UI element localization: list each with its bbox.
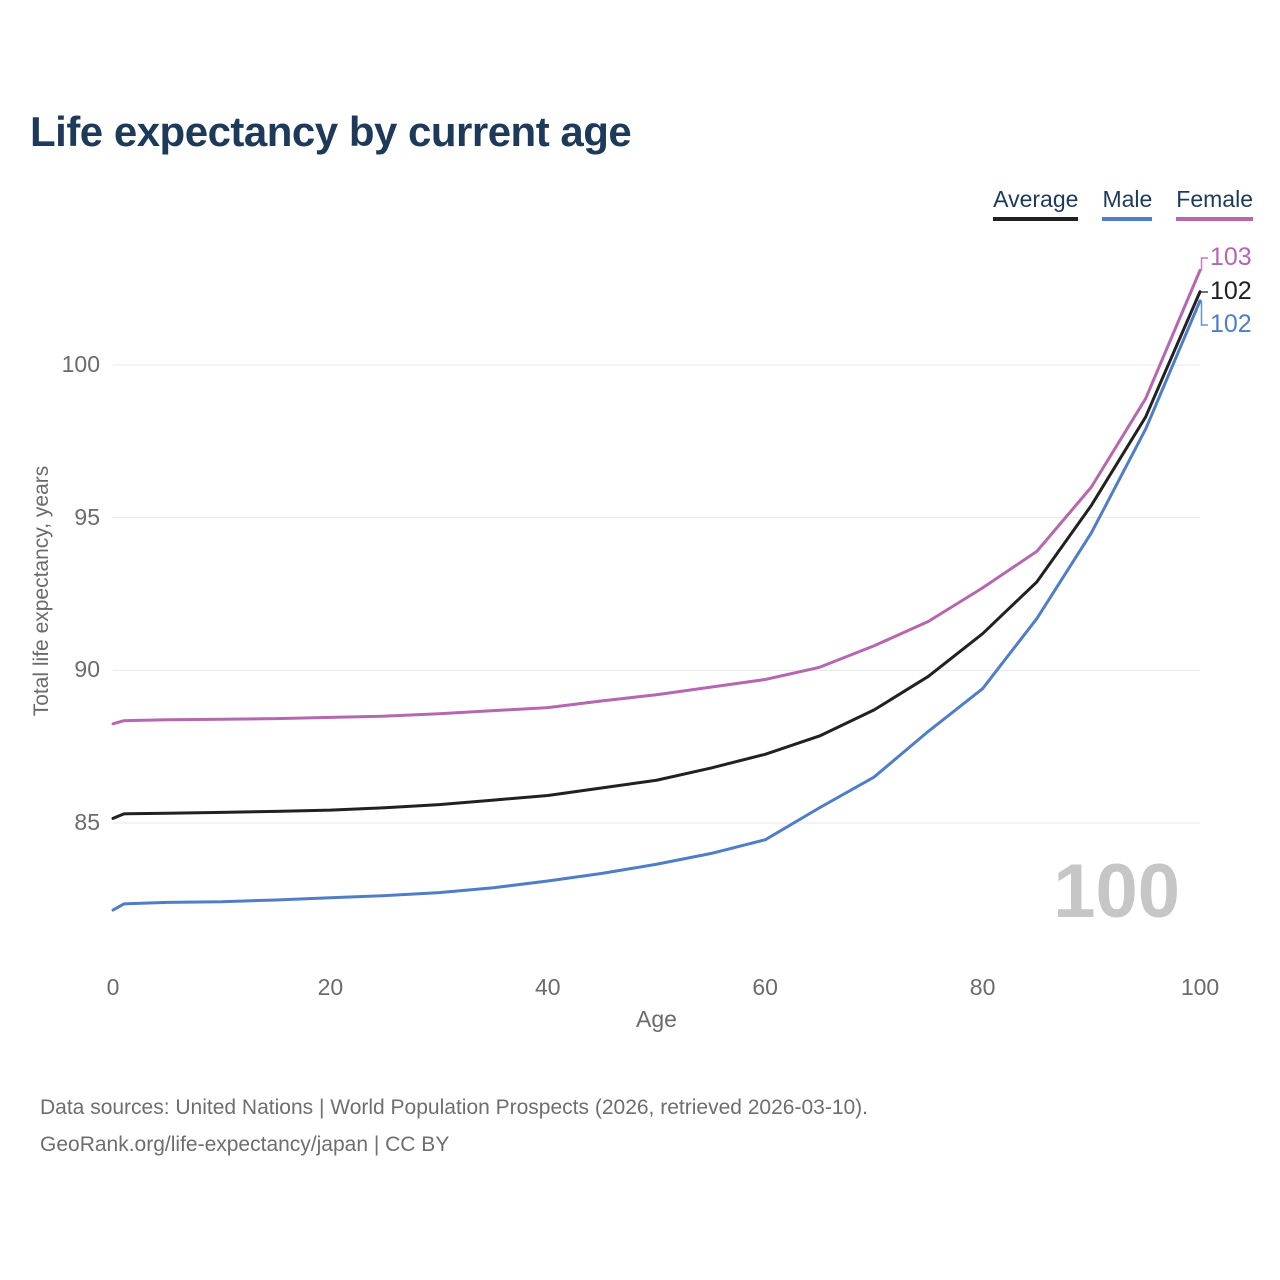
y-tick-label: 100 bbox=[61, 351, 100, 377]
legend-label: Male bbox=[1102, 186, 1153, 212]
end-label-connector-male bbox=[1200, 300, 1208, 326]
end-label-female: 103 bbox=[1210, 243, 1252, 271]
legend-underline-swatch bbox=[1102, 217, 1153, 221]
x-tick-label: 80 bbox=[969, 974, 996, 1000]
series-line-average[interactable] bbox=[111, 290, 1202, 820]
legend-underline-swatch bbox=[1176, 217, 1253, 221]
footer: Data sources: United Nations | World Pop… bbox=[40, 1090, 868, 1164]
chart-title: Life expectancy by current age bbox=[30, 108, 632, 155]
x-tick-label: 20 bbox=[317, 974, 344, 1000]
legend-item-male[interactable]: Male bbox=[1102, 186, 1153, 221]
x-tick-label: 60 bbox=[752, 974, 778, 1000]
x-tick-label: 0 bbox=[106, 974, 120, 1000]
chart-legend: Average Male Female bbox=[993, 186, 1253, 221]
y-tick-label: 85 bbox=[74, 809, 100, 835]
x-axis-label: Age bbox=[636, 1006, 677, 1032]
x-tick-label: 100 bbox=[1180, 974, 1220, 1000]
line-chart bbox=[111, 257, 1208, 912]
legend-underline-swatch bbox=[993, 217, 1079, 221]
end-label-average: 102 bbox=[1210, 277, 1252, 305]
footer-attribution: GeoRank.org/life-expectancy/japan | CC B… bbox=[40, 1132, 450, 1156]
series-line-female[interactable] bbox=[111, 268, 1202, 726]
footer-sources: Data sources: United Nations | World Pop… bbox=[40, 1096, 869, 1119]
y-tick-label: 90 bbox=[74, 656, 100, 683]
series-line-male[interactable] bbox=[111, 299, 1202, 912]
y-axis-label: Total life expectancy, years bbox=[30, 465, 53, 717]
x-tick-label: 40 bbox=[535, 974, 561, 1000]
legend-label: Average bbox=[993, 186, 1079, 212]
legend-item-average[interactable]: Average bbox=[993, 186, 1079, 221]
legend-label: Female bbox=[1176, 186, 1253, 212]
end-label-connector-female bbox=[1200, 257, 1208, 271]
end-label-male: 102 bbox=[1210, 310, 1252, 338]
y-tick-label: 95 bbox=[74, 503, 100, 530]
age-indicator-watermark: 100 bbox=[1053, 849, 1180, 934]
legend-item-female[interactable]: Female bbox=[1176, 186, 1253, 221]
